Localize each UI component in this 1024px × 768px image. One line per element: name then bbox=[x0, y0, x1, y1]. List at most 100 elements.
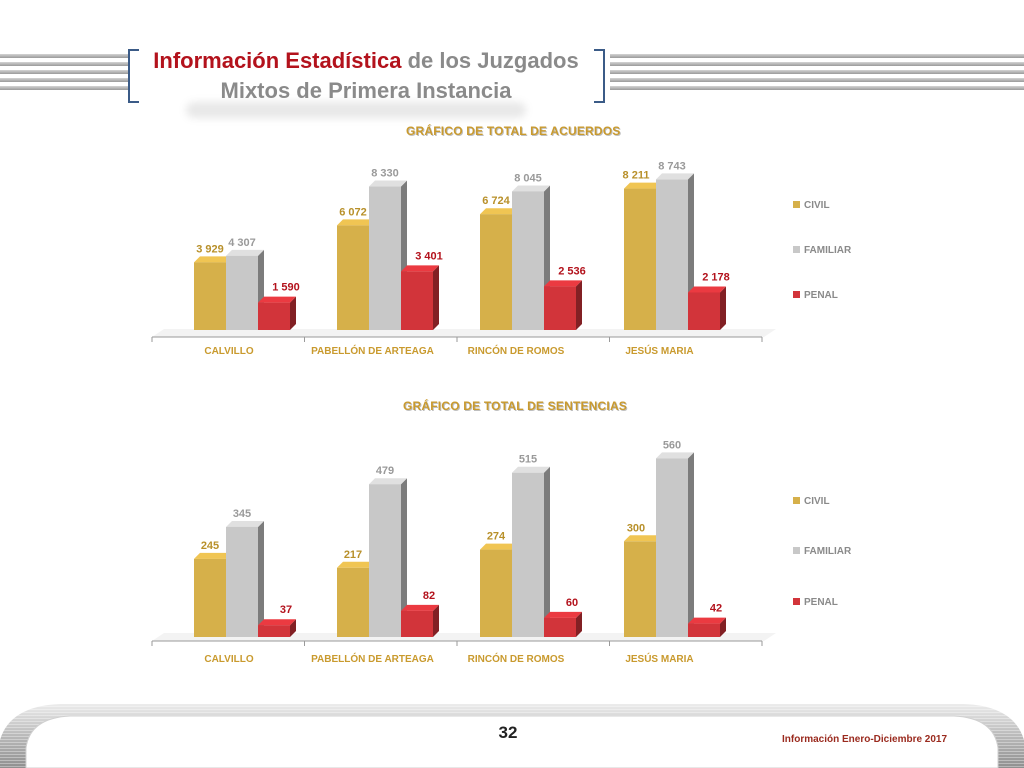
bar-top bbox=[544, 280, 582, 287]
bar-familiar bbox=[656, 458, 688, 637]
category-label: JESÚS MARIA bbox=[625, 344, 693, 357]
bar-side bbox=[433, 265, 439, 330]
bar-civil bbox=[624, 541, 656, 637]
bar-penal bbox=[544, 286, 576, 330]
data-label-civil: 6 072 bbox=[339, 206, 367, 218]
bar-top bbox=[512, 466, 550, 473]
legend-swatch-civil bbox=[793, 497, 800, 504]
chart-floor bbox=[152, 329, 776, 337]
data-label-penal: 37 bbox=[280, 604, 292, 616]
bar-top bbox=[258, 619, 296, 626]
bar-civil bbox=[337, 225, 369, 330]
data-label-penal: 82 bbox=[423, 590, 435, 602]
bar-top bbox=[401, 265, 439, 272]
category-label: PABELLÓN DE ARTEAGA bbox=[311, 344, 434, 357]
bar-top bbox=[369, 478, 407, 485]
bar-top bbox=[688, 617, 726, 624]
data-label-penal: 42 bbox=[710, 603, 722, 615]
category-label: PABELLÓN DE ARTEAGA bbox=[311, 652, 434, 665]
data-label-familiar: 515 bbox=[519, 454, 537, 466]
bar-penal bbox=[258, 625, 290, 637]
page-title-rest: de los Juzgados bbox=[401, 48, 579, 73]
chart-floor bbox=[152, 633, 776, 641]
bar-penal bbox=[401, 271, 433, 330]
bar-familiar bbox=[369, 484, 401, 637]
data-label-penal: 2 178 bbox=[702, 271, 730, 283]
bar-top bbox=[369, 180, 407, 187]
footer-band bbox=[0, 704, 1024, 768]
bar-familiar bbox=[656, 179, 688, 330]
data-label-civil: 6 724 bbox=[482, 195, 510, 207]
bar-charts: CALVILLO PABELLÓN DE ARTEAGA RINCÓN DE ROM… bbox=[151, 160, 852, 665]
bar-penal bbox=[688, 623, 720, 637]
legend-swatch-penal bbox=[793, 598, 800, 605]
page-subtitle: Mixtos de Primera Instancia bbox=[220, 78, 512, 103]
legend-label-civil: CIVIL bbox=[804, 200, 830, 211]
bar-familiar bbox=[226, 255, 258, 330]
bar-civil bbox=[337, 567, 369, 637]
footer-note: Información Enero-Diciembre 2017 bbox=[782, 734, 948, 745]
bar-side bbox=[433, 604, 439, 637]
bar-familiar bbox=[226, 526, 258, 637]
bar-top bbox=[337, 561, 375, 568]
data-label-familiar: 345 bbox=[233, 508, 251, 520]
title-bracket-left bbox=[128, 49, 139, 103]
legend-label-familiar: FAMILIAR bbox=[804, 546, 852, 557]
bar-top bbox=[480, 543, 518, 550]
data-label-familiar: 8 045 bbox=[514, 172, 542, 184]
bar-side bbox=[576, 280, 582, 330]
legend-swatch-penal bbox=[793, 291, 800, 298]
bar-side bbox=[720, 286, 726, 330]
bar-top bbox=[656, 173, 694, 180]
bar-top bbox=[544, 611, 582, 618]
data-label-penal: 60 bbox=[566, 597, 578, 609]
legend-swatch-familiar bbox=[793, 547, 800, 554]
bar-civil bbox=[194, 262, 226, 330]
data-label-familiar: 8 330 bbox=[371, 168, 399, 180]
page-title-highlight: Información Estadística bbox=[153, 48, 402, 73]
legend-label-familiar: FAMILIAR bbox=[804, 245, 852, 256]
bar-top bbox=[226, 520, 264, 527]
bar-penal bbox=[544, 617, 576, 637]
page-number: 32 bbox=[498, 723, 518, 742]
category-label: CALVILLO bbox=[204, 654, 253, 665]
title-reflection bbox=[186, 102, 526, 118]
bar-familiar bbox=[369, 186, 401, 330]
title-bracket-right bbox=[594, 49, 605, 103]
bar-top bbox=[401, 604, 439, 611]
data-label-civil: 300 bbox=[627, 522, 645, 534]
data-label-penal: 1 590 bbox=[272, 282, 300, 294]
data-label-civil: 217 bbox=[344, 549, 362, 561]
bar-top bbox=[688, 286, 726, 293]
data-label-familiar: 8 743 bbox=[658, 160, 686, 172]
category-label: JESÚS MARIA bbox=[625, 652, 693, 665]
bar-penal bbox=[401, 610, 433, 637]
data-label-familiar: 479 bbox=[376, 465, 394, 477]
legend-label-penal: PENAL bbox=[804, 290, 838, 301]
bar-top bbox=[480, 208, 518, 215]
page-title: Información Estadística de los Juzgados bbox=[138, 47, 594, 75]
bar-top bbox=[226, 249, 264, 256]
bar-top bbox=[656, 452, 694, 459]
legend-label-penal: PENAL bbox=[804, 597, 838, 608]
legend-label-civil: CIVIL bbox=[804, 496, 830, 507]
bar-side bbox=[544, 466, 550, 637]
bar-side bbox=[401, 478, 407, 637]
bar-familiar bbox=[512, 472, 544, 637]
bar-civil bbox=[194, 558, 226, 637]
data-label-familiar: 4 307 bbox=[228, 237, 256, 249]
bar-civil bbox=[480, 214, 512, 330]
bar-top bbox=[194, 256, 232, 263]
bar-penal bbox=[688, 292, 720, 330]
bar-top bbox=[624, 535, 662, 542]
bar-side bbox=[688, 452, 694, 637]
bar-familiar bbox=[512, 191, 544, 330]
bar-civil bbox=[480, 549, 512, 637]
legend-swatch-civil bbox=[793, 201, 800, 208]
data-label-civil: 8 211 bbox=[623, 170, 650, 182]
bar-top bbox=[512, 185, 550, 192]
data-label-familiar: 560 bbox=[663, 439, 681, 451]
legend-swatch-familiar bbox=[793, 246, 800, 253]
bar-side bbox=[720, 617, 726, 637]
header-stripes-left bbox=[0, 54, 128, 98]
